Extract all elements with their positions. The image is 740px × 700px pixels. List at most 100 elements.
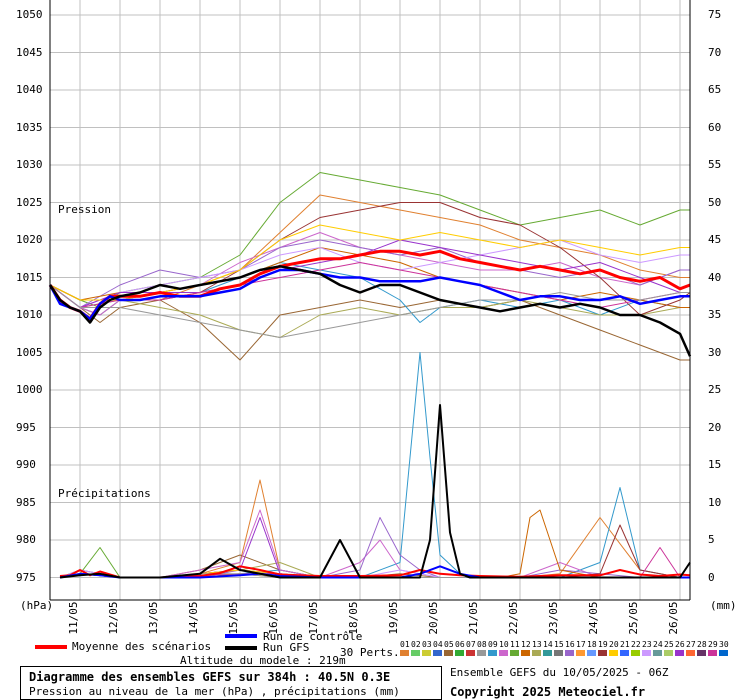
pert-swatch [675,650,684,656]
x-tick-label: 12/05 [107,601,120,635]
pert-swatch [609,650,618,656]
pert-number: 06 [455,640,465,649]
precip-line-run-gfs [59,404,691,579]
legend-control-label: Run de contrôle [263,630,363,643]
right-tick-label: 60 [708,120,722,134]
pert-number: 22 [631,640,641,649]
pert-number: 27 [686,640,696,649]
pert-number: 13 [532,640,542,649]
x-tick-label: 14/05 [187,601,200,635]
right-tick-label: 50 [708,195,722,209]
pert-swatch [411,650,420,656]
precipitation-series-group [59,352,691,579]
left-axis-unit: (hPa) [20,599,54,612]
right-tick-label: 75 [708,8,722,21]
pert-number: 20 [609,640,619,649]
pert-swatch [455,650,464,656]
pressure-line-run-gfs [48,265,692,357]
left-tick-label: 1035 [16,120,43,134]
pert-swatch [422,650,431,656]
pert-swatch [587,650,596,656]
pert-number: 15 [554,640,564,649]
pert-number: 04 [433,640,443,649]
pressure-line-13 [49,284,690,338]
pert-swatch [400,650,409,656]
pert-number: 23 [642,640,652,649]
chart-axes [49,0,691,601]
copyright: Copyright 2025 Meteociel.fr [450,685,646,699]
legend-gfs-swatch [225,646,257,650]
right-tick-label: 65 [708,83,722,96]
pert-number: 26 [675,640,685,649]
pert-number: 01 [400,640,410,649]
pert-swatch [620,650,629,656]
pert-swatch [719,650,728,656]
pert-number: 10 [499,640,509,649]
right-tick-label: 15 [708,458,722,471]
pert-number: 12 [521,640,531,649]
pert-swatch [554,650,563,656]
x-tick-label: 21/05 [467,601,480,635]
pert-swatch [664,650,673,656]
pert-number: 03 [422,640,432,649]
pert-swatch [499,650,508,656]
pert-swatch [598,650,607,656]
left-tick-label: 1020 [16,233,43,246]
x-tick-label: 23/05 [547,601,560,635]
right-axis-unit: (mm) [710,599,737,612]
right-tick-label: 40 [708,270,722,284]
right-tick-label: 70 [708,45,722,59]
pert-swatch [565,650,574,656]
pert-swatch [686,650,695,656]
pert-number: 29 [708,640,718,649]
x-tick-label: 11/05 [67,601,80,635]
right-tick-label: 55 [708,158,722,171]
x-tick-label: 19/05 [387,601,400,635]
right-tick-label: 20 [708,420,722,434]
pert-swatch [697,650,706,656]
pert-number: 08 [477,640,487,649]
right-tick-label: 5 [708,533,715,546]
left-tick-label: 1010 [16,308,43,321]
left-tick-label: 1015 [16,270,43,284]
right-tick-label: 10 [708,495,722,509]
pert-swatch [466,650,475,656]
right-tick-label: 0 [708,570,715,584]
pert-number: 24 [653,640,663,649]
right-tick-label: 45 [708,233,722,246]
pressure-series-group [48,172,692,361]
pert-number: 17 [576,640,586,649]
left-tick-label: 990 [16,458,36,471]
pert-swatch [576,650,585,656]
pert-number: 19 [598,640,608,649]
right-tick-label: 35 [708,308,722,321]
left-tick-label: 1030 [16,158,43,171]
left-tick-label: 1025 [16,195,43,209]
x-tick-label: 15/05 [227,601,240,635]
legend-gfs-label: Run GFS [263,641,310,654]
pert-number: 16 [565,640,575,649]
pert-swatch [532,650,541,656]
left-tick-label: 1005 [16,345,43,359]
left-tick-label: 995 [16,420,36,434]
pert-number: 30 [719,640,729,649]
pressure-line-run-de-contr-le [48,268,690,321]
precip-panel-label: Précipitations [58,487,151,500]
pert-number: 18 [587,640,597,649]
left-tick-label: 975 [16,570,36,584]
pert-swatch [444,650,453,656]
pert-swatch [510,650,519,656]
pert-swatch [543,650,552,656]
pressure-line-29 [49,262,690,308]
legend-control-swatch [225,634,257,638]
altitude-label: Altitude du modele : 219m [180,654,346,667]
x-tick-label: 24/05 [587,601,600,635]
legend-mean-label: Moyenne des scénarios [72,640,212,653]
pert-number: 28 [697,640,707,649]
x-tick-label: 20/05 [427,601,440,635]
pert-swatch [521,650,530,656]
pert-number: 02 [411,640,421,649]
title-box: Diagramme des ensembles GEFS sur 384h : … [20,666,442,700]
x-tick-label: 26/05 [667,601,680,635]
